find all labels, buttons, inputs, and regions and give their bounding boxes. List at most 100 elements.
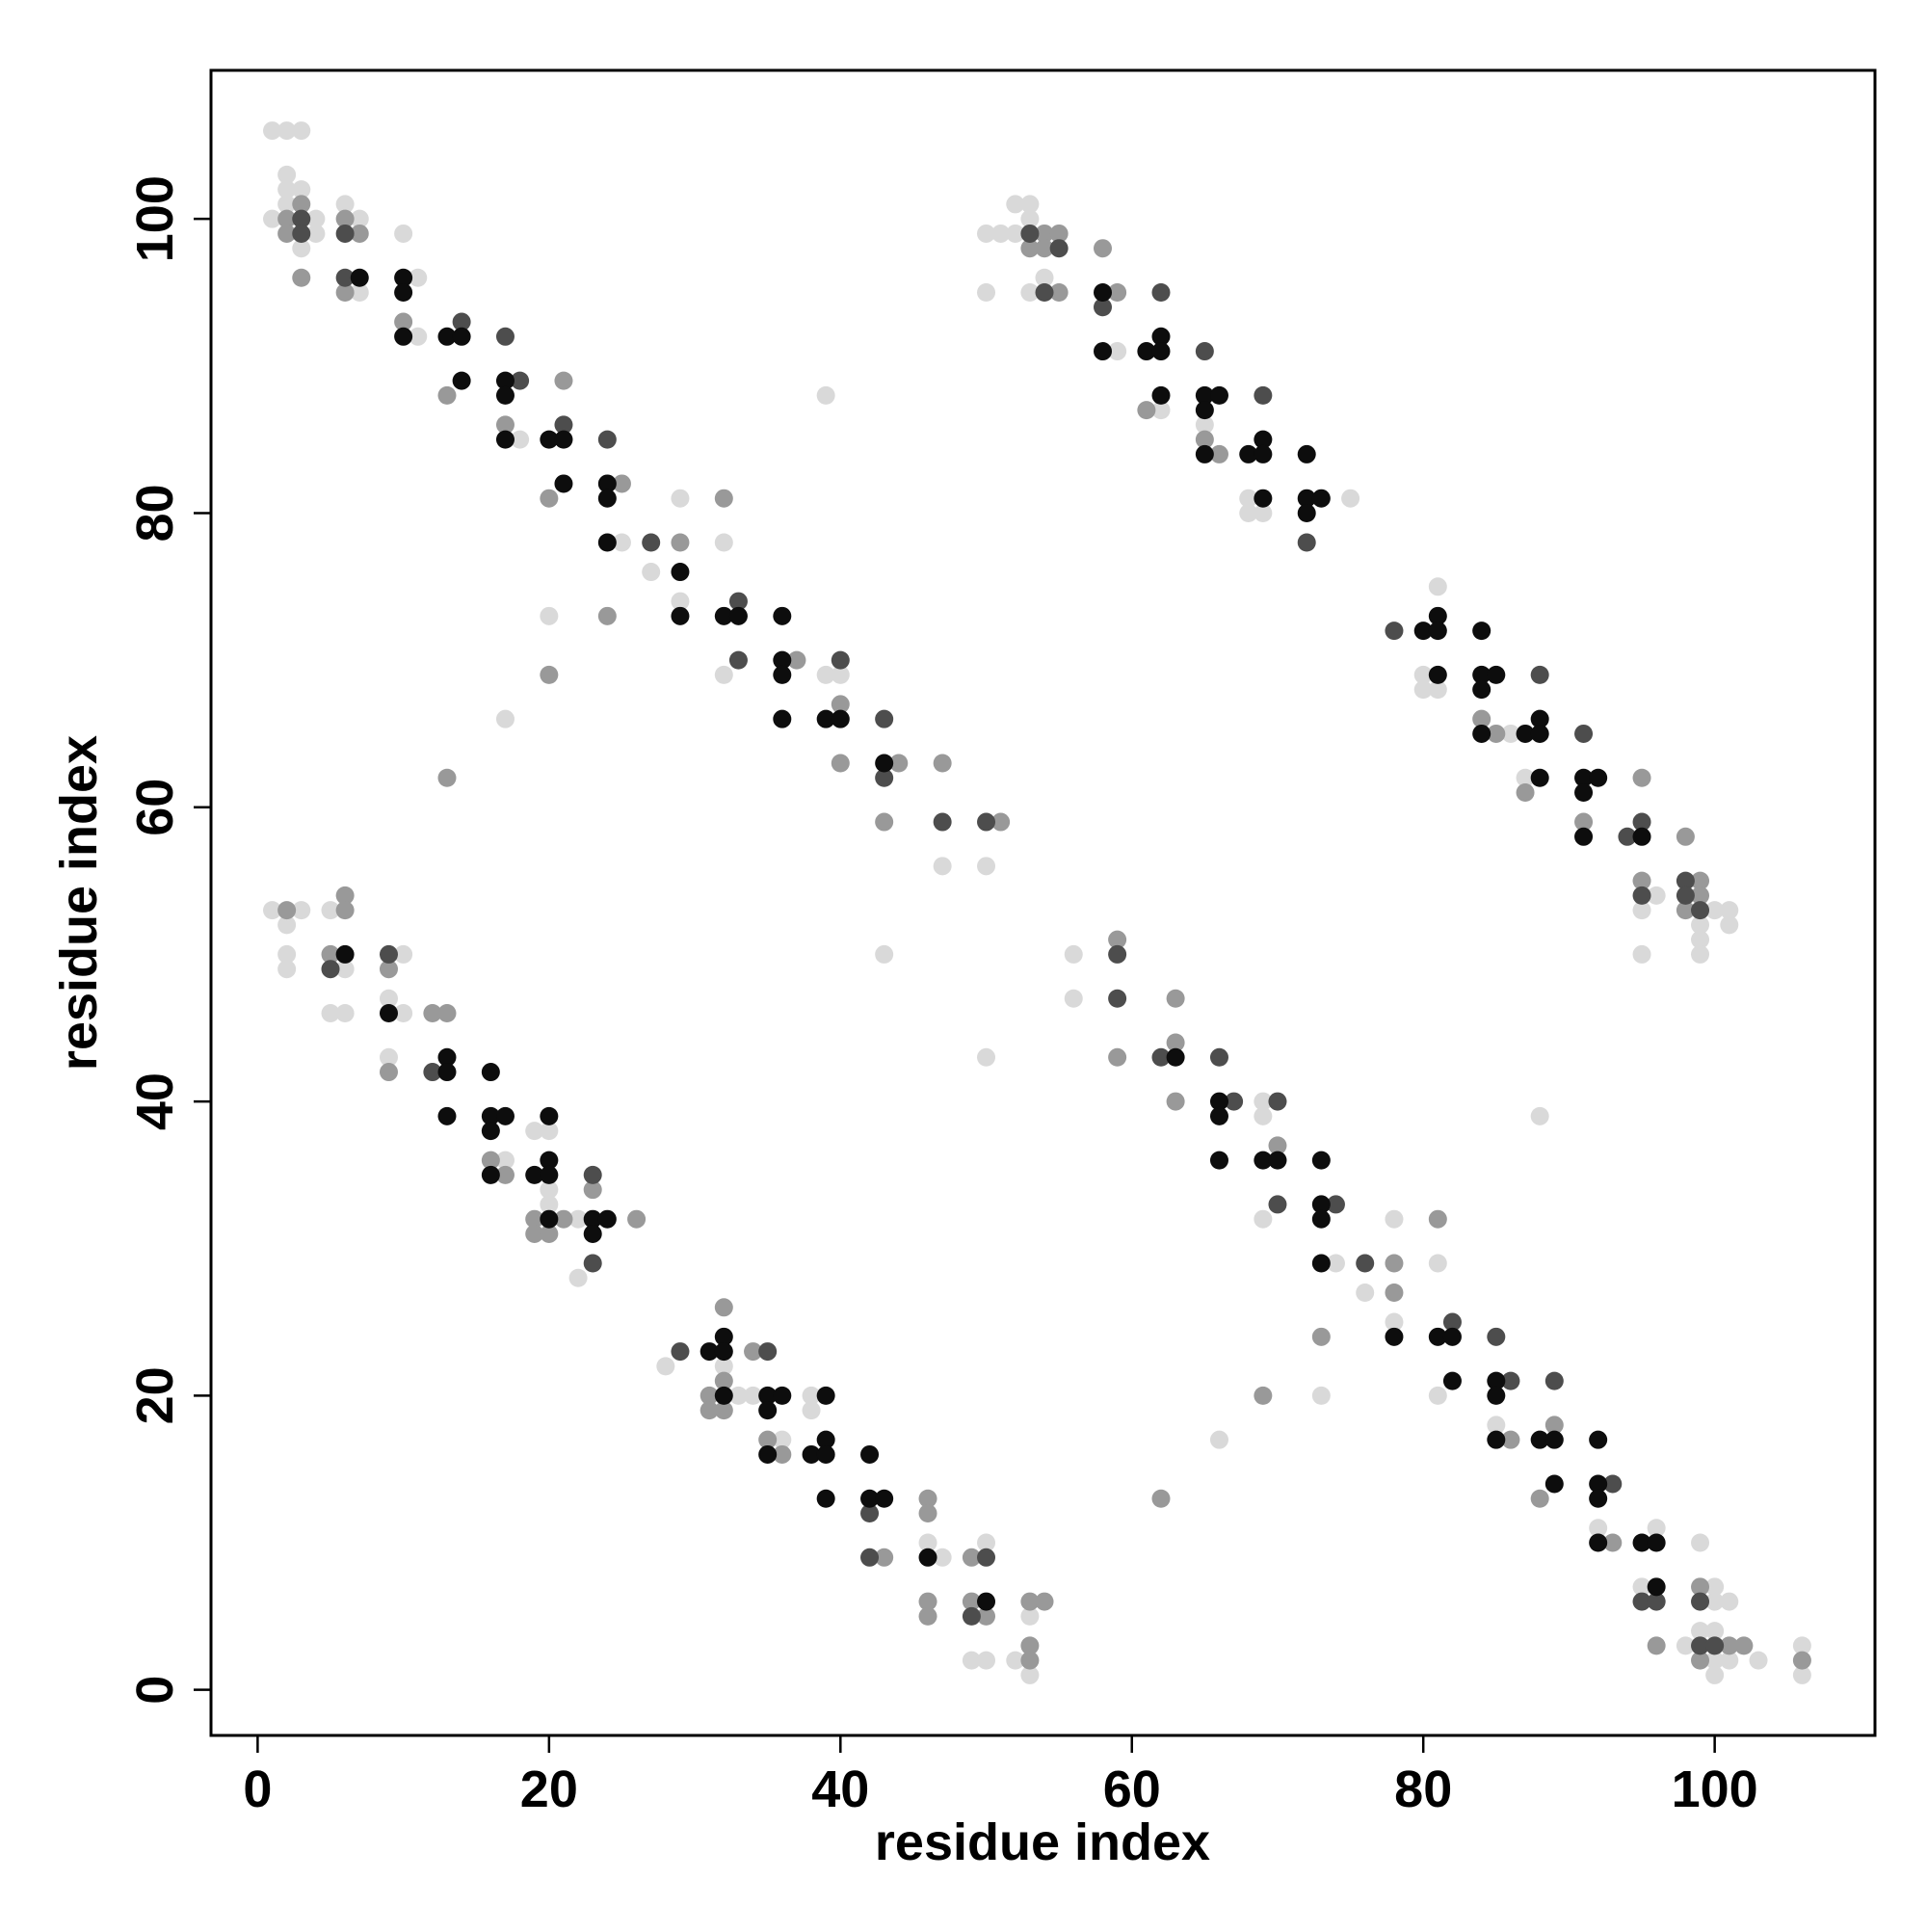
point [1487,1430,1506,1449]
point [1137,342,1156,361]
point [1516,768,1535,787]
point [1254,430,1273,449]
point [1632,812,1651,832]
point [1574,827,1594,846]
point [1166,1092,1185,1111]
point [831,754,850,773]
point [918,1489,937,1508]
point [1428,1209,1447,1229]
point [1428,577,1447,596]
point [1311,1209,1331,1229]
point [277,901,297,920]
point [540,489,559,508]
point [1647,1592,1666,1611]
point [1020,239,1040,258]
point [1428,1254,1447,1273]
point [1530,709,1549,728]
point [335,283,355,303]
point [335,268,355,287]
point [1428,680,1447,700]
point [1691,1651,1710,1670]
point [1632,768,1651,787]
point [277,209,297,228]
point [1530,665,1549,684]
point [554,371,573,390]
point [1268,1092,1287,1111]
point [481,1151,500,1170]
point [1501,1430,1520,1449]
point [1151,342,1171,361]
point [1094,283,1113,303]
y-tick-label: 60 [126,779,184,836]
point [1792,1665,1811,1684]
point [1589,1519,1608,1538]
point [831,695,850,714]
y-tick-label: 80 [126,484,184,542]
point [1544,1371,1564,1390]
point [918,1533,937,1552]
point [1472,724,1491,743]
point [1297,489,1316,508]
point [656,1357,675,1376]
point [379,1003,398,1022]
point [540,1122,559,1141]
point [481,1063,500,1082]
point [1020,195,1040,214]
point [495,385,515,405]
point [875,1548,894,1567]
point [1691,1577,1710,1597]
point [1137,401,1156,420]
point [277,960,297,979]
point [1647,1533,1666,1552]
point [1413,622,1433,641]
point [1166,1047,1185,1067]
point [335,195,355,214]
point [714,533,733,552]
point [875,812,894,832]
point [1632,871,1651,890]
point [437,385,457,405]
point [1705,1577,1725,1597]
point [495,1106,515,1125]
point [277,195,297,214]
point [802,1444,821,1464]
point [802,1386,821,1405]
point [1720,915,1739,935]
point [379,1047,398,1067]
point [714,1386,733,1405]
point [1035,224,1054,243]
point [1268,1151,1287,1170]
point [1589,1430,1608,1449]
point [394,283,413,303]
point [481,1165,500,1184]
point [1254,1092,1273,1111]
point [1472,709,1491,728]
point [452,371,471,390]
point [495,1165,515,1184]
point [554,415,573,435]
point [1530,1106,1549,1125]
point [1632,827,1651,846]
point [1691,1592,1710,1611]
point [1647,1519,1666,1538]
point [1720,1636,1739,1655]
point [1006,1651,1025,1670]
point [379,944,398,964]
point [991,224,1011,243]
point [511,371,530,390]
point [728,650,748,670]
point [1632,1592,1651,1611]
point [1268,1136,1287,1155]
point [525,1209,544,1229]
point [1254,489,1273,508]
point [1151,1489,1171,1508]
point [1064,944,1083,964]
point [1239,489,1258,508]
point [350,224,369,243]
point [321,1003,340,1022]
point [1356,1284,1375,1303]
point [991,812,1011,832]
point [1442,1371,1462,1390]
point [1020,1592,1040,1611]
point [816,385,835,405]
